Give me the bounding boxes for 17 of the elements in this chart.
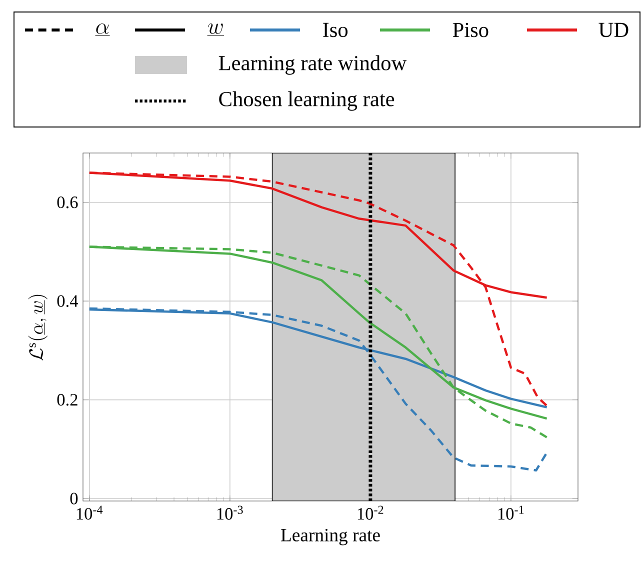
legend-label: UD: [598, 22, 628, 38]
y-tick-label: 0: [70, 492, 78, 504]
y-tick-label: 0.6: [57, 196, 78, 208]
x-tick-label: 10$^{-2}$: [358, 506, 384, 520]
legend-label: Piso: [452, 22, 488, 38]
x-tick-label: 10$^{-1}$: [498, 506, 524, 520]
legend-label: Chosen learning rate: [219, 91, 394, 111]
text: $\underline{w}$: [207, 23, 224, 36]
legend-label: Learning rate window: [218, 55, 407, 75]
y-tick-label: 0.4: [57, 295, 78, 307]
y-tick-label: 0.2: [57, 394, 78, 406]
x-axis-title: Learning rate: [281, 528, 380, 546]
y-axis-title: $\mathcal{L}^{\mathrm{s}}(\underline{\alpha},\underline{w})$: [28, 294, 48, 360]
legend-label: Iso: [323, 22, 348, 38]
text: $\underline{\alpha}$: [95, 23, 110, 36]
x-tick-label: 10$^{-4}$: [76, 506, 103, 520]
x-tick-label: 10$^{-3}$: [217, 506, 243, 520]
